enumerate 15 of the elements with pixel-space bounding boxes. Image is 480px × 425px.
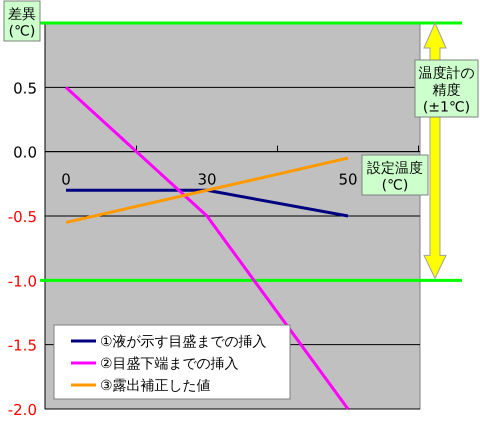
legend-label: ③露出補正した値 [100,378,211,394]
x-axis-title: 設定温度(℃) [367,160,423,194]
x-tick-label: 30 [197,170,217,189]
y-tick-label: 0.0 [13,144,37,162]
y-tick-label: -0.5 [8,208,37,226]
x-tick-label: 50 [338,170,358,189]
legend-label: ①液が示す目盛までの挿入 [100,334,267,350]
x-tick-label: 0 [61,170,71,189]
annotation: 温度計の精度(±1℃) [418,65,474,116]
y-tick-label: 0.5 [13,79,37,98]
y-tick-label: -2.0 [8,401,37,419]
y-tick-label: -1.5 [8,336,37,355]
y-tick-label: -1.0 [8,272,37,290]
legend-label: ②目盛下端までの挿入 [100,356,239,372]
y-axis-title: 差異(℃) [8,6,36,40]
